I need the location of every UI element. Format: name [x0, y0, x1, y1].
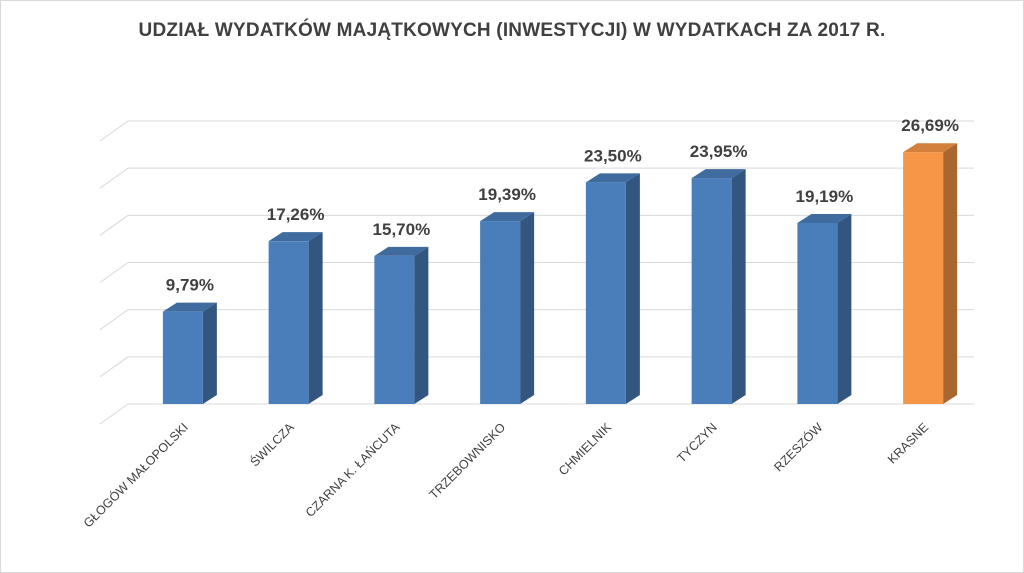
category-label: RZESZÓW [771, 419, 826, 474]
data-label: 19,39% [478, 185, 536, 204]
bar-4 [480, 212, 535, 404]
bar-side-face [308, 232, 323, 404]
bar-3 [374, 246, 429, 404]
bar-side-face [414, 246, 429, 404]
bar-front-face [691, 178, 732, 404]
data-label: 9,79% [166, 276, 214, 295]
bar-side-face [837, 213, 852, 404]
gridline-diagonal [99, 309, 129, 331]
bar-2 [268, 232, 323, 404]
bar-top-face [903, 143, 958, 153]
gridline-diagonal [99, 262, 129, 283]
bar-front-face [585, 182, 626, 404]
bar-5 [585, 173, 640, 404]
bar-top-face [162, 302, 217, 312]
category-label: GŁOGÓW MAŁOPOLSKI [80, 420, 191, 531]
data-label: 23,95% [690, 142, 748, 161]
gridline-diagonal [99, 403, 129, 425]
data-label: 23,50% [584, 146, 642, 165]
gridline-diagonal [99, 167, 129, 189]
bar-front-face [268, 241, 309, 404]
bar-front-face [480, 221, 521, 404]
bar-1 [162, 302, 217, 404]
category-label: CZARNA K. ŁAŃCUTA [302, 419, 403, 520]
bar-side-face [520, 212, 535, 404]
gridline-diagonal [99, 120, 129, 142]
bar-6 [691, 169, 746, 404]
bar-7 [797, 213, 852, 404]
bar-top-face [374, 246, 429, 256]
bar-8 [903, 143, 958, 404]
bar-side-face [731, 169, 746, 404]
category-label: TRZEBOWNISKO [427, 420, 509, 502]
bar-top-face [691, 169, 746, 179]
bar-front-face [374, 255, 415, 404]
bar-side-face [202, 302, 217, 404]
category-label: TYCZYN [674, 420, 719, 465]
category-label: ŚWILCZA [247, 419, 297, 469]
gridline-diagonal [99, 214, 129, 236]
data-label: 19,19% [796, 187, 854, 206]
data-label: 15,70% [373, 220, 431, 239]
bar-top-face [585, 173, 640, 183]
bar-front-face [797, 222, 838, 404]
bar-top-face [268, 232, 323, 242]
bar-side-face [625, 173, 640, 404]
data-label: 26,69% [901, 116, 959, 135]
bar-front-face [903, 152, 944, 404]
category-label: CHMIELNIK [556, 420, 614, 478]
chart-title: UDZIAŁ WYDATKÓW MAJĄTKOWYCH (INWESTYCJI)… [138, 20, 886, 41]
bar-side-face [943, 143, 958, 404]
bar-front-face [162, 311, 203, 404]
gridline-diagonal [99, 356, 129, 378]
bar-top-face [480, 212, 535, 222]
bar-top-face [797, 213, 852, 223]
category-label: KRASNE [885, 420, 931, 466]
data-label: 17,26% [267, 205, 325, 224]
